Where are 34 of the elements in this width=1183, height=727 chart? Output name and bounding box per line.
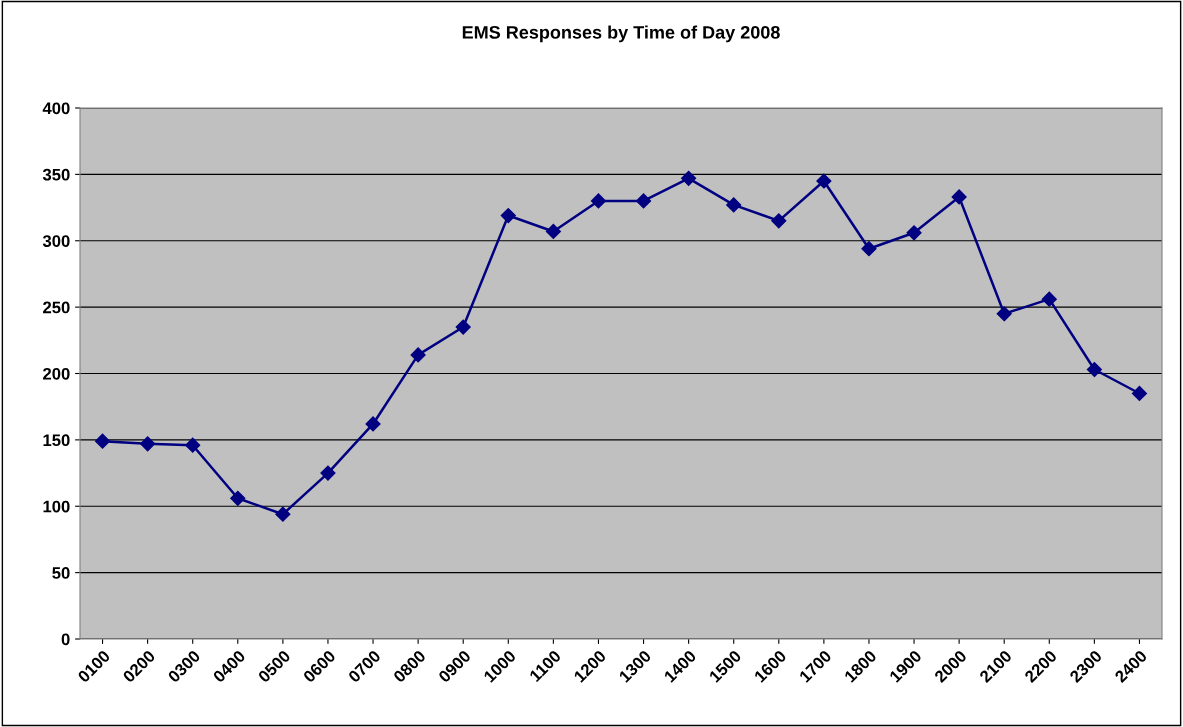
y-tick-label: 400 (42, 102, 70, 115)
point (455, 319, 471, 335)
point (320, 465, 336, 481)
y-tick-label: 250 (43, 301, 70, 314)
point (590, 193, 607, 209)
point (275, 506, 291, 522)
y-tick-label: 300 (42, 235, 70, 247)
point (410, 347, 426, 363)
point (996, 306, 1012, 322)
point (1041, 291, 1057, 307)
point (365, 416, 381, 432)
y-tick-label: 0 (61, 633, 70, 646)
point (230, 490, 246, 506)
point (906, 225, 922, 241)
point (545, 223, 561, 240)
point (500, 207, 516, 224)
y-tick-label: 200 (43, 367, 70, 380)
y-tick-label: 100 (43, 500, 70, 513)
y-tick-label: 150 (43, 434, 70, 447)
point (635, 193, 652, 209)
point (771, 213, 787, 229)
point (861, 241, 877, 257)
point (94, 433, 111, 449)
point (1086, 361, 1102, 378)
point (1131, 385, 1148, 401)
y-tick-label: 350 (42, 168, 70, 181)
point (816, 173, 832, 189)
y-tick-label: 50 (52, 567, 70, 579)
point (140, 436, 156, 452)
point (185, 437, 201, 453)
point (951, 189, 967, 205)
chart-title: EMS Responses by Time of Day 2008 (462, 25, 780, 43)
point (726, 197, 742, 213)
point (681, 170, 697, 186)
